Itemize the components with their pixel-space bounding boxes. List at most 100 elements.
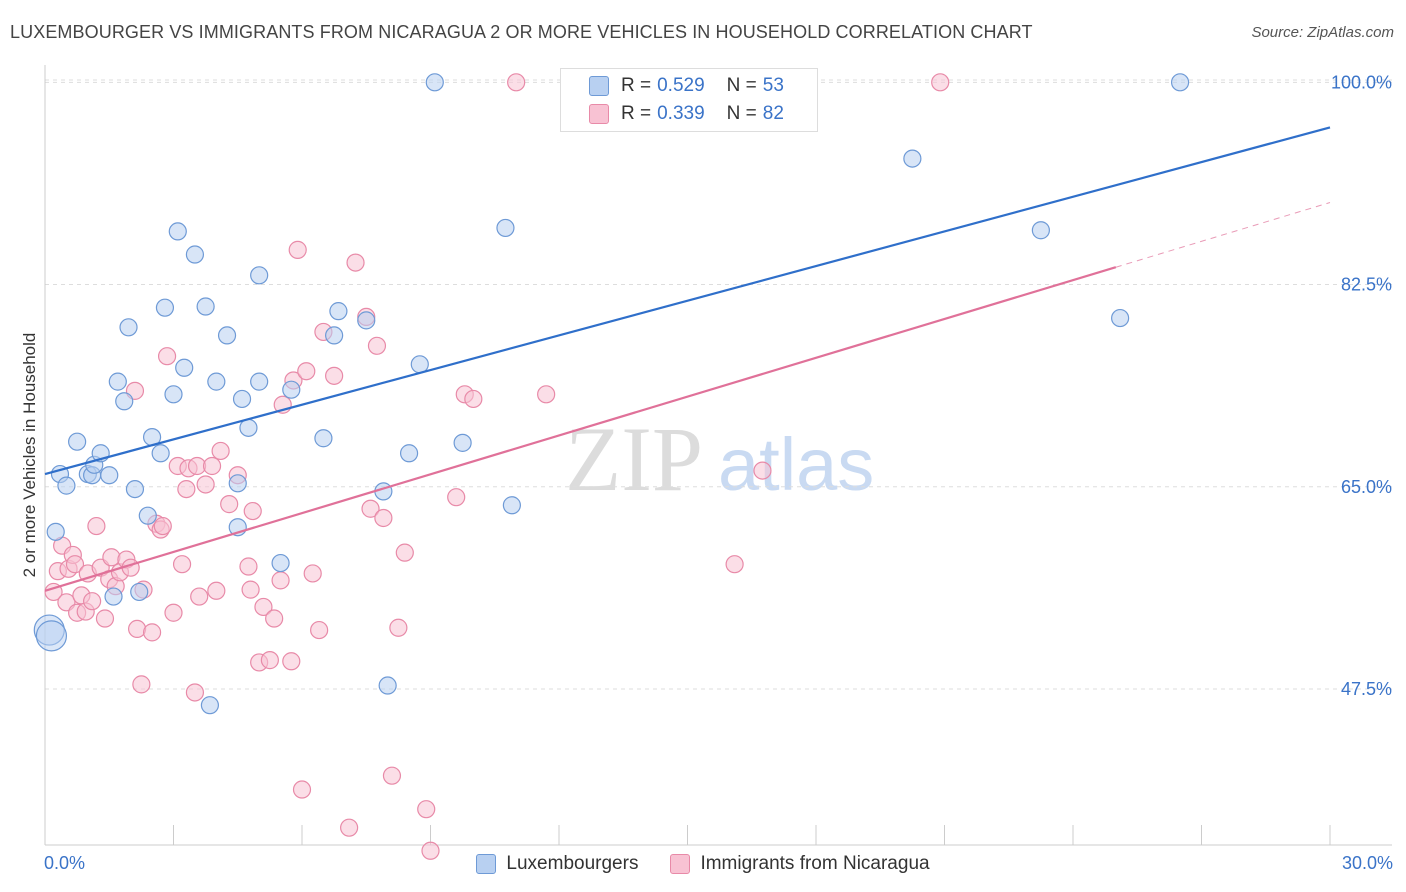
nicaragua-point [361,499,380,518]
series-luxembourgers-points [33,73,1190,715]
tick-labels: 47.5% 65.0% 82.5% 100.0% 0.0% 30.0% [44,72,1393,873]
luxembourger-point [250,266,269,285]
n-value: 53 [762,75,784,96]
nicaragua-point [153,516,172,536]
luxembourger-point [108,372,127,391]
r-value: 0.529 [657,75,705,96]
axes [44,65,1392,846]
nicaragua-point [65,555,85,574]
luxembourger-point [119,318,138,337]
legend-swatch-pink [589,104,609,124]
nicaragua-point [265,609,284,628]
luxembourger-point [453,433,472,452]
nicaragua-point [95,609,115,628]
nicaragua-point [260,651,279,670]
watermark-zip: ZIP [565,408,703,510]
luxembourger-point [903,149,922,168]
nicaragua-point [87,516,106,536]
luxembourger-point [378,676,397,695]
x-tick-label: 0.0% [44,853,85,873]
nicaragua-point [340,818,359,837]
nicaragua-point [271,571,290,590]
legend-item-nicaragua: Immigrants from Nicaragua [670,853,930,875]
nicaragua-point [196,475,215,494]
legend-label: Luxembourgers [506,853,639,874]
legend-item-luxembourgers: Luxembourgers [476,853,638,875]
luxembourger-point [1111,308,1130,328]
n-value: 82 [762,103,784,124]
luxembourger-point [496,218,515,238]
nicaragua-point [142,623,162,642]
luxembourger-point [329,302,348,321]
nicaragua-point [207,581,226,600]
luxembourger-point [104,587,123,606]
nicaragua-point [931,73,950,92]
nicaragua-point [211,441,230,461]
watermark-atlas: atlas [718,423,874,506]
luxembourger-point [125,479,145,499]
y-tick-label: 82.5% [1341,275,1392,295]
luxembourger-point [282,380,301,399]
nicaragua-point [282,652,301,671]
nicaragua-point [127,619,147,639]
legend-label: Immigrants from Nicaragua [700,853,930,874]
nicaragua-point [537,385,556,404]
nicaragua-point [241,580,260,599]
luxembourger-point [357,311,376,330]
nicaragua-point [239,557,258,576]
luxembourger-point [1170,73,1190,92]
luxembourger-point [138,506,157,525]
luxembourger-point [115,392,134,411]
nicaragua-point [507,73,526,92]
luxembourger-point [164,385,183,404]
nicaragua-point [447,488,466,507]
nicaragua-trend-extension [1115,202,1331,268]
nicaragua-trend-line [44,266,1117,592]
luxembourger-point [68,432,87,451]
nicaragua-point [346,253,365,272]
r-label: R = [621,103,652,124]
n-label: N = [726,103,757,124]
series-nicaragua-points [44,73,950,860]
nicaragua-point [83,592,102,611]
luxembourger-trend-line [44,126,1331,476]
nicaragua-point [367,336,387,355]
luxembourger-point [1031,221,1050,240]
nicaragua-point [464,389,483,409]
nicaragua-point [190,587,209,606]
chart-title: LUXEMBOURGER VS IMMIGRANTS FROM NICARAGU… [10,22,1033,42]
luxembourger-point [325,326,344,345]
nicaragua-point [177,479,196,499]
luxembourger-point [425,73,444,92]
nicaragua-point [374,508,393,528]
nicaragua-point [325,366,344,385]
luxembourger-point [185,245,205,264]
nicaragua-point [157,347,177,366]
luxembourger-point [100,466,119,485]
luxembourger-point-large [35,620,68,652]
luxembourger-point [217,326,237,345]
nicaragua-point [417,800,436,819]
y-tick-label: 65.0% [1341,477,1392,497]
nicaragua-point [132,675,151,694]
nicaragua-point [254,597,273,617]
luxembourger-point [399,444,419,463]
nicaragua-point [303,564,322,583]
nicaragua-point [395,543,414,562]
nicaragua-point [421,841,440,860]
nicaragua-point [102,548,121,567]
nicaragua-point [297,362,316,381]
nicaragua-point [172,555,192,574]
luxembourger-point [250,372,269,391]
nicaragua-point [725,555,744,574]
luxembourger-point [175,358,194,377]
y-tick-label: 47.5% [1341,679,1392,699]
nicaragua-point [185,683,205,702]
legend-swatch-blue [589,76,609,96]
nicaragua-point [292,780,312,799]
luxembourger-point [168,222,187,241]
nicaragua-point [382,766,402,785]
nicaragua-point [753,461,772,480]
luxembourger-point [200,696,220,715]
